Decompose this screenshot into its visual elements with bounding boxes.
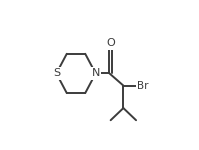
Text: S: S [53, 68, 60, 78]
Text: O: O [106, 38, 115, 48]
Text: N: N [92, 68, 100, 78]
Text: Br: Br [137, 81, 149, 91]
